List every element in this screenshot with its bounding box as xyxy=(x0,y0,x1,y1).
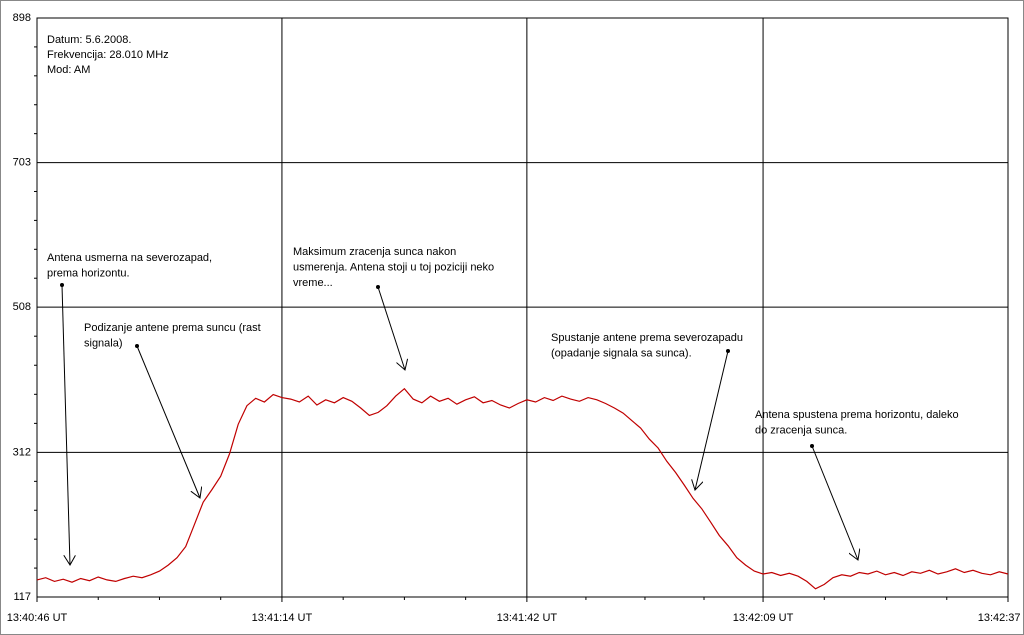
annotation-text: usmerenja. Antena stoji u toj poziciji n… xyxy=(293,261,494,273)
y-tick-label: 703 xyxy=(13,156,31,168)
annotation-arrow xyxy=(377,286,405,370)
x-tick-label: 13:40:46 UT xyxy=(7,612,68,624)
annotation-text: Spustanje antene prema severozapadu xyxy=(551,332,743,344)
x-tick-label: 13:42:09 UT xyxy=(733,612,794,624)
signal-line xyxy=(36,387,1009,590)
annotation-text: Antena spustena prema horizontu, daleko xyxy=(755,409,959,421)
y-tick-label: 898 xyxy=(13,12,31,24)
y-tick-label: 508 xyxy=(13,301,31,313)
y-tick-label: 312 xyxy=(13,446,31,458)
info-text: Frekvencija: 28.010 MHz xyxy=(47,49,169,61)
annotation-text: Podizanje antene prema suncu (rast xyxy=(84,322,261,334)
annotation-text: signala) xyxy=(84,337,123,349)
info-text: Mod: AM xyxy=(47,64,90,76)
annotation-text: (opadanje signala sa sunca). xyxy=(551,347,692,359)
x-tick-label: 13:41:14 UT xyxy=(252,612,313,624)
annotation-arrow xyxy=(136,345,200,498)
annotation-arrow xyxy=(61,284,70,565)
annotation-text: do zracenja sunca. xyxy=(755,424,847,436)
annotation-text: vreme... xyxy=(293,277,333,289)
y-tick-label: 117 xyxy=(13,591,31,603)
annotation-arrow xyxy=(811,445,858,560)
annotation-text: Antena usmerna na severozapad, xyxy=(47,252,212,264)
annotation-text: Maksimum zracenja sunca nakon xyxy=(293,246,456,258)
info-text: Datum: 5.6.2008. xyxy=(47,34,131,46)
annotation-text: prema horizontu. xyxy=(47,267,130,279)
x-tick-label: 13:41:42 UT xyxy=(497,612,558,624)
x-tick-label: 13:42:37 UT xyxy=(978,612,1024,624)
annotation-arrow xyxy=(695,350,729,490)
